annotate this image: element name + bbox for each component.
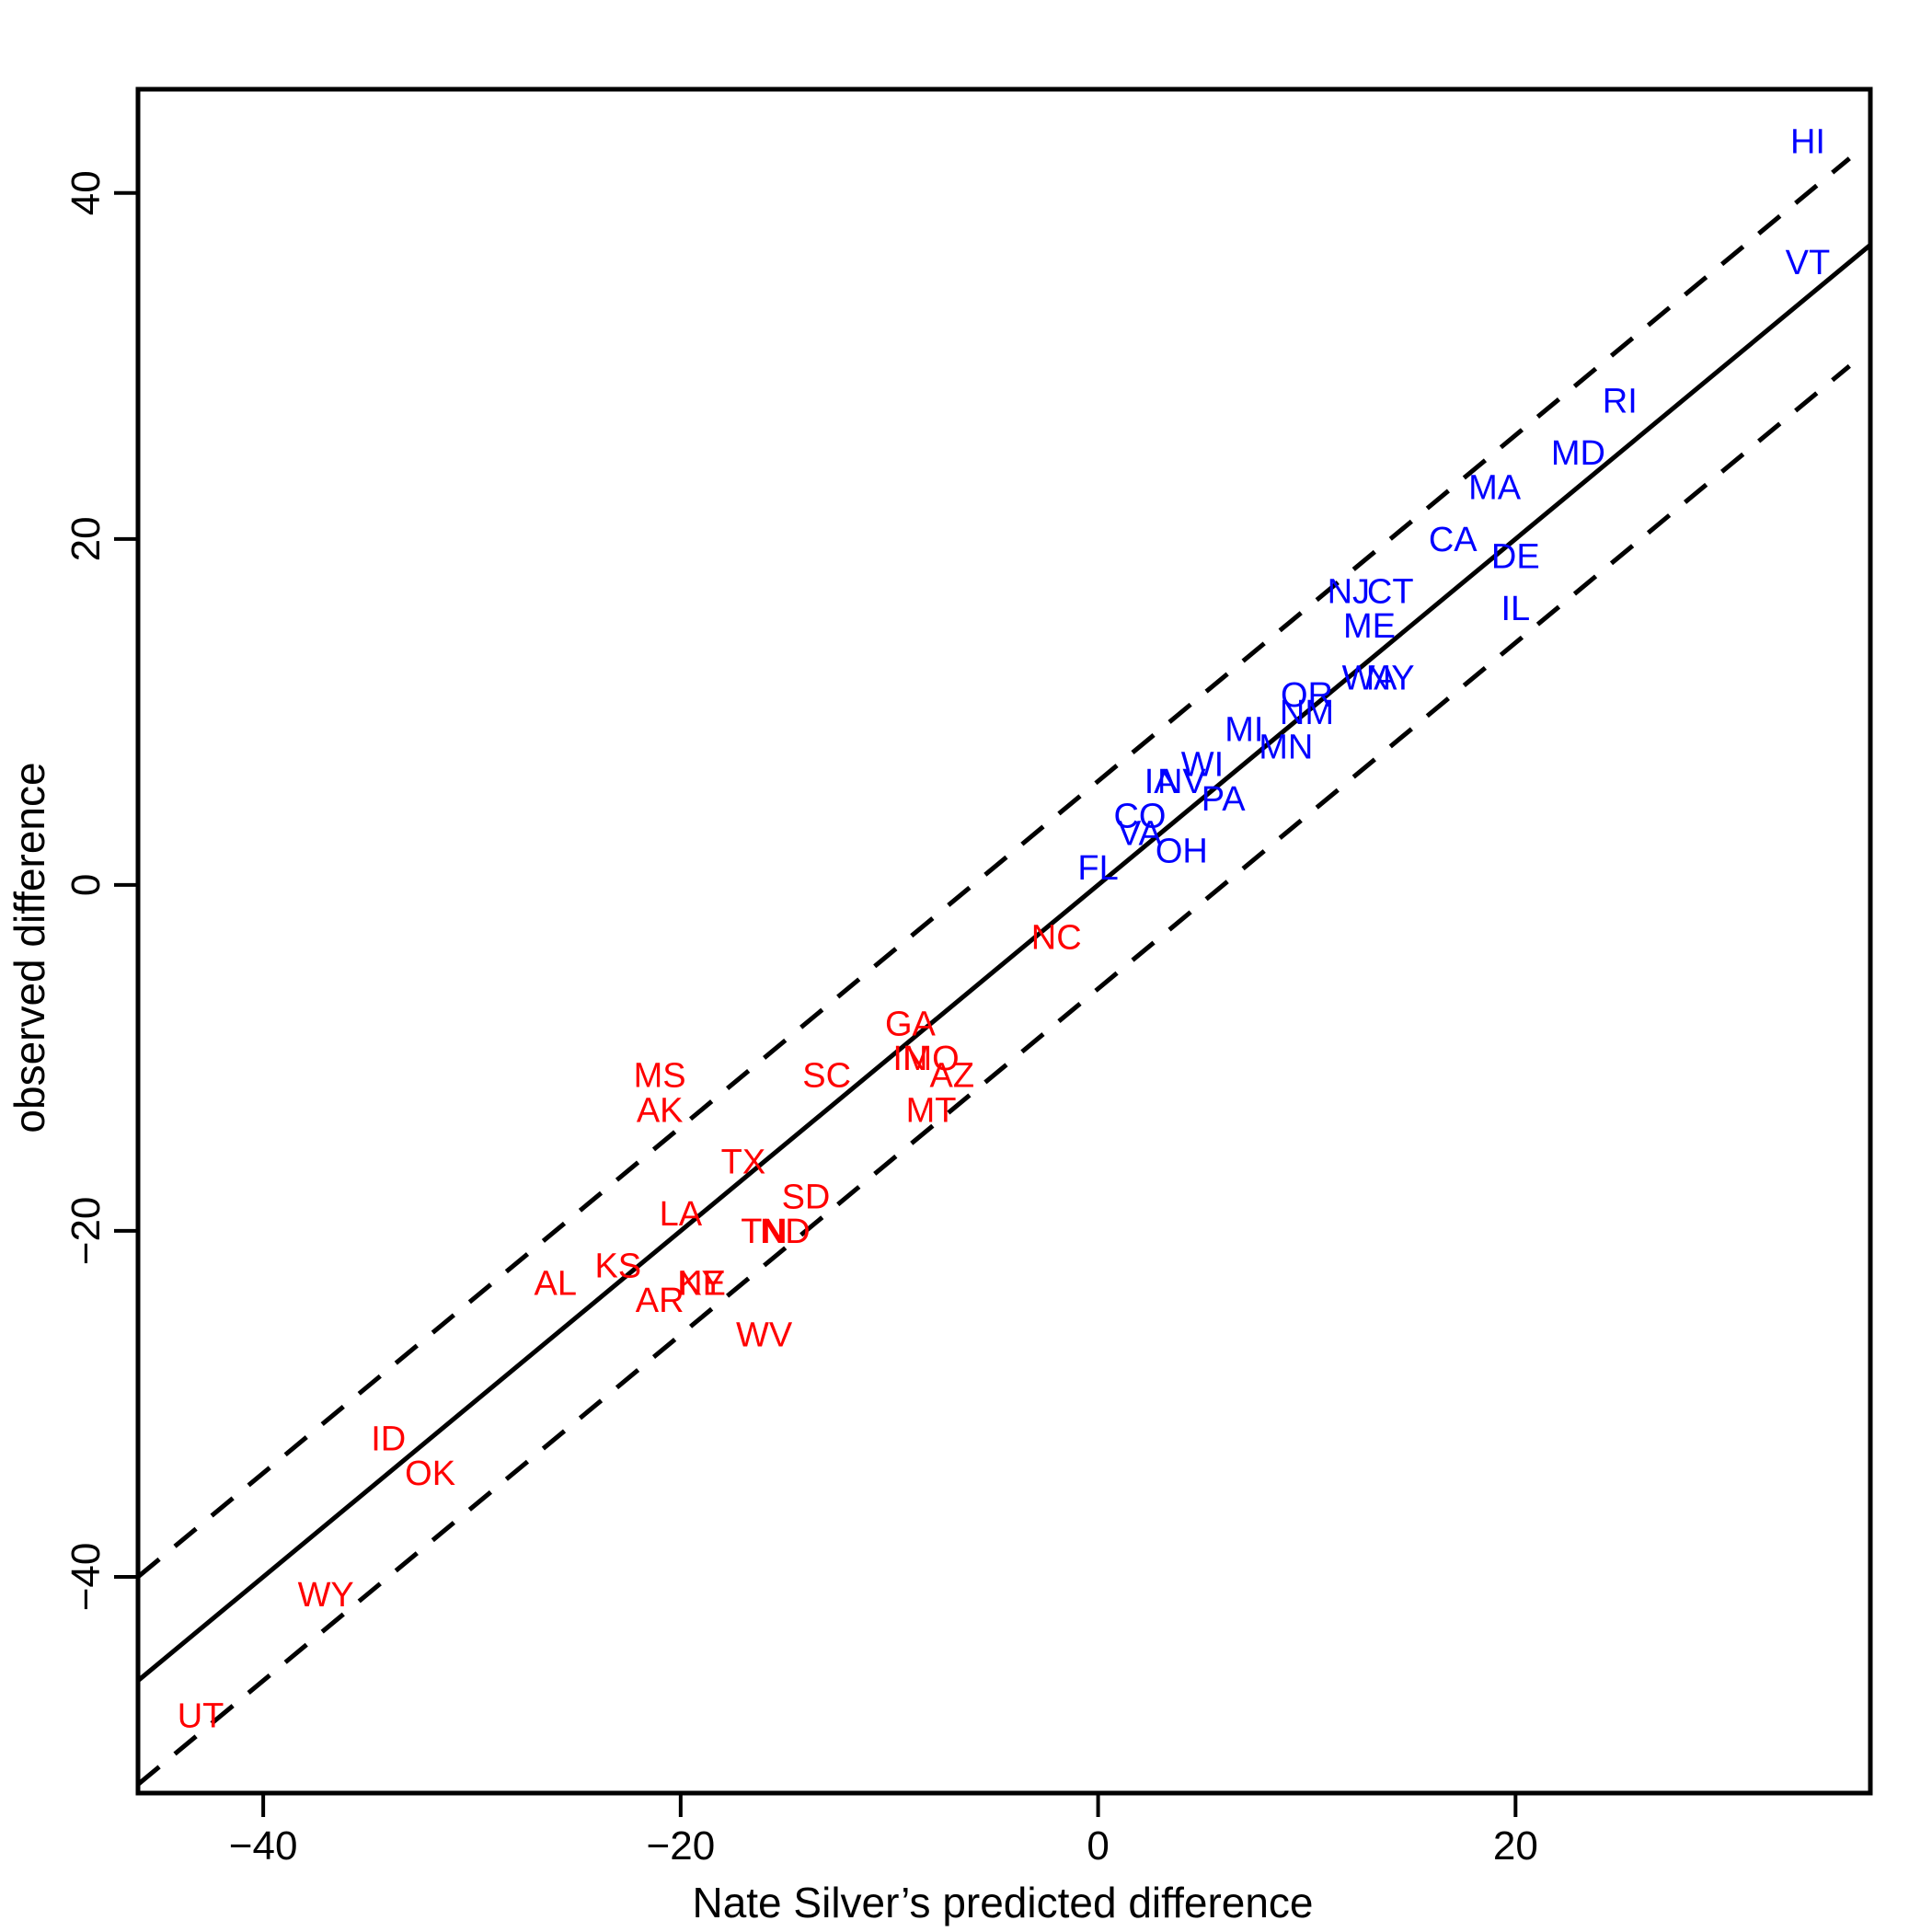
x-axis-title: Nate Silver’s predicted difference	[692, 1879, 1313, 1926]
state-label-tx: TX	[721, 1144, 766, 1182]
state-label-al: AL	[534, 1264, 576, 1303]
state-label-or: OR	[1281, 676, 1333, 715]
state-label-hi: HI	[1790, 122, 1825, 161]
dashed-band-line-1	[136, 156, 1851, 1579]
dashed-band-line-2	[136, 363, 1851, 1787]
state-label-va: VA	[1118, 814, 1163, 853]
state-label-nd: ND	[760, 1213, 811, 1251]
x-tick-label: −20	[647, 1823, 716, 1869]
state-label-ky: KY	[678, 1264, 725, 1303]
state-label-ma: MA	[1468, 468, 1522, 507]
y-tick-label: −20	[63, 1197, 109, 1266]
state-label-ny: NY	[1366, 659, 1415, 697]
state-label-ks: KS	[594, 1248, 641, 1286]
y-axis: −40 −20 0 20 40	[63, 170, 140, 1612]
state-label-az: AZ	[930, 1057, 975, 1096]
state-label-pa: PA	[1202, 780, 1247, 819]
state-label-wa: WA	[1342, 659, 1397, 697]
state-label-me: ME	[1343, 607, 1396, 646]
state-label-ri: RI	[1603, 382, 1638, 420]
state-label-vt: VT	[1786, 244, 1831, 282]
state-label-nc: NC	[1031, 918, 1082, 957]
state-label-ar: AR	[636, 1282, 684, 1320]
state-label-ct: CT	[1367, 572, 1414, 611]
y-tick-label: 40	[63, 170, 109, 215]
state-label-de: DE	[1491, 538, 1540, 577]
state-label-ia: IA	[1144, 763, 1179, 801]
state-label-in: IN	[892, 1040, 927, 1078]
state-label-ne: NE	[677, 1264, 726, 1303]
state-label-ga: GA	[885, 1005, 937, 1043]
state-label-wy: WY	[298, 1576, 354, 1615]
state-label-mi: MI	[1225, 711, 1263, 750]
state-label-oh: OH	[1156, 832, 1208, 870]
state-label-ak: AK	[637, 1091, 684, 1130]
state-label-ms: MS	[634, 1057, 686, 1096]
state-label-tn: TN	[741, 1213, 788, 1251]
x-tick-label: 20	[1493, 1823, 1538, 1869]
state-label-la: LA	[660, 1195, 703, 1234]
state-label-id: ID	[371, 1420, 406, 1459]
state-label-mt: MT	[906, 1091, 957, 1130]
state-label-ca: CA	[1429, 521, 1478, 559]
state-label-ut: UT	[178, 1696, 224, 1735]
x-axis: −40 −20 0 20	[229, 1791, 1538, 1869]
state-label-co: CO	[1113, 798, 1166, 836]
state-label-md: MD	[1551, 434, 1605, 473]
state-label-sd: SD	[782, 1178, 831, 1216]
state-label-nj: NJ	[1328, 572, 1370, 611]
y-tick-label: 0	[63, 874, 109, 896]
state-label-sc: SC	[802, 1057, 851, 1096]
y-axis-title: observed difference	[6, 762, 53, 1133]
state-label-mn: MN	[1259, 728, 1313, 766]
state-label-nm: NM	[1280, 694, 1334, 732]
x-tick-label: 0	[1087, 1823, 1109, 1869]
state-label-il: IL	[1501, 590, 1530, 628]
state-label-nv: NV	[1157, 763, 1206, 801]
state-label-fl: FL	[1077, 849, 1118, 888]
identity-line	[136, 243, 1872, 1683]
state-label-wv: WV	[736, 1317, 793, 1355]
state-label-ok: OK	[405, 1455, 455, 1493]
y-tick-label: −40	[63, 1543, 109, 1612]
state-label-wi: WI	[1181, 745, 1224, 784]
reference-lines	[136, 156, 1872, 1787]
plot-frame	[135, 86, 1873, 1796]
y-tick-label: 20	[63, 516, 109, 561]
x-tick-label: −40	[229, 1823, 298, 1869]
state-label-mo: MO	[903, 1040, 959, 1078]
